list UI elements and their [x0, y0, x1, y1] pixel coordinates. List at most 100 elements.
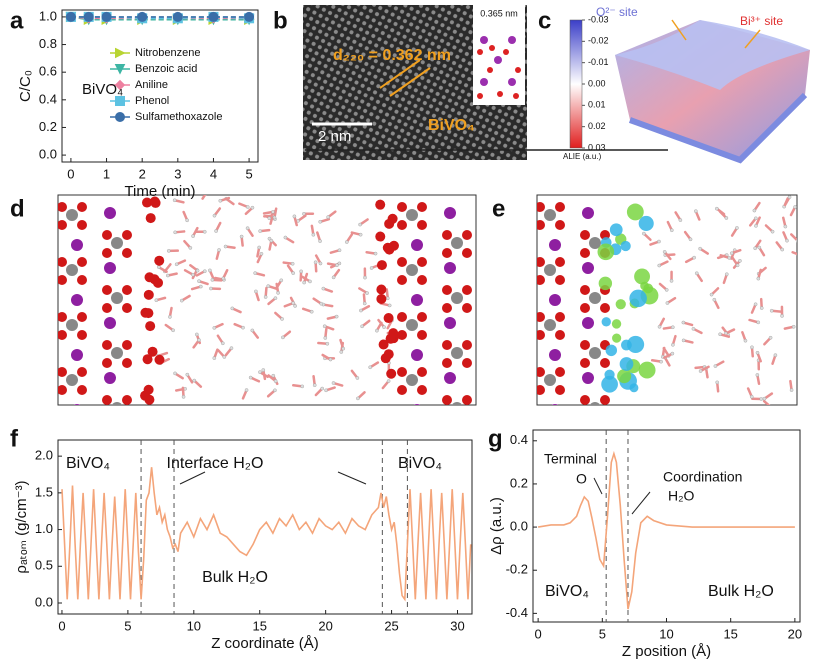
hydrogen	[718, 332, 722, 337]
hydrogen	[273, 296, 278, 300]
hydrogen	[157, 265, 161, 269]
y-tick-label: 0.6	[39, 64, 57, 79]
hydrogen	[245, 226, 250, 230]
bismuth	[413, 404, 421, 405]
hydrogen	[229, 346, 234, 350]
hydrogen	[283, 235, 288, 240]
y-tick-label: -0.4	[506, 605, 528, 620]
y-tick-label: 1.0	[39, 8, 57, 23]
vanadium	[589, 292, 601, 304]
hydrogen	[230, 306, 235, 311]
hydrogen	[209, 286, 213, 291]
annotation: Bulk H₂O	[202, 569, 268, 586]
bismuth	[582, 372, 594, 384]
x-tick-label: 20	[788, 626, 802, 641]
oxygen	[143, 289, 154, 300]
hydrogen	[210, 278, 215, 282]
hydrogen	[318, 261, 323, 266]
oxygen	[102, 340, 112, 350]
hydrogen	[387, 303, 392, 308]
hydrogen	[753, 246, 757, 251]
bismuth	[104, 317, 116, 329]
annotation: Interface H₂O	[167, 455, 264, 472]
oxygen	[378, 339, 389, 350]
hydrogen	[191, 234, 195, 238]
hydrogen	[273, 388, 277, 393]
hydrogen	[166, 249, 171, 253]
oxygen	[580, 303, 590, 313]
density-lobe	[626, 203, 644, 221]
hydrogen	[724, 272, 729, 277]
x-axis-label: Z coordinate (Å)	[211, 635, 319, 652]
hydrogen	[331, 275, 336, 280]
oxygen	[580, 413, 590, 423]
oxygen	[144, 394, 155, 405]
hydrogen	[724, 216, 729, 220]
hydrogen	[780, 314, 784, 318]
hydrogen	[281, 335, 285, 340]
oxygen	[600, 395, 610, 405]
oxygen	[142, 197, 153, 208]
hydrogen	[291, 301, 296, 305]
hydrogen	[791, 324, 796, 329]
bismuth	[551, 404, 559, 405]
vanadium	[66, 319, 78, 331]
hydrogen	[292, 214, 297, 219]
oxygen	[386, 368, 397, 379]
hydrogen	[709, 292, 714, 297]
x-tick-label: 0	[67, 166, 74, 181]
x-tick-label: 30	[450, 618, 464, 633]
panel-label: e	[492, 195, 505, 222]
oxygen	[58, 202, 67, 212]
hydrogen	[375, 328, 379, 333]
colorbar-label: ALIE (a.u.)	[563, 152, 602, 161]
hydrogen	[323, 336, 328, 340]
hydrogen	[313, 260, 318, 265]
hydrogen	[202, 269, 207, 274]
hydrogen	[154, 298, 159, 303]
annotation: BiVO₄	[545, 583, 589, 600]
hydrogen	[793, 205, 797, 209]
hydrogen	[334, 314, 339, 319]
bismuth	[444, 262, 456, 274]
legend-label: Aniline	[135, 79, 168, 91]
y-tick-label: 0.0	[35, 594, 53, 609]
hydrogen	[312, 383, 317, 387]
vanadium	[589, 237, 601, 249]
vanadium	[66, 209, 78, 221]
oxygen	[376, 293, 387, 304]
x-tick-label: 20	[318, 618, 332, 633]
hydrogen	[750, 345, 754, 350]
hydrogen	[789, 388, 794, 392]
oxygen	[388, 328, 399, 339]
oxygen	[102, 358, 112, 368]
hydrogen	[768, 335, 773, 340]
hydrogen	[785, 238, 789, 243]
hydrogen	[335, 263, 339, 268]
hydrogen	[171, 328, 175, 333]
water	[201, 195, 207, 200]
oxygen	[580, 395, 590, 405]
hydrogen	[360, 324, 364, 329]
oxygen	[77, 220, 87, 230]
inset	[473, 5, 525, 105]
marker	[65, 11, 76, 22]
hydrogen	[755, 350, 760, 355]
density-lobe	[619, 357, 634, 371]
hydrogen	[181, 395, 186, 399]
oxygen	[555, 275, 565, 285]
oxygen	[77, 202, 87, 212]
oxygen	[442, 230, 452, 240]
vanadium	[544, 264, 556, 276]
hydrogen	[678, 218, 683, 222]
legend-marker	[114, 64, 126, 75]
hydrogen	[715, 206, 719, 211]
hydrogen	[206, 189, 209, 192]
hydrogen	[769, 308, 774, 313]
x-tick-label: 15	[252, 618, 266, 633]
marker	[83, 11, 94, 22]
oxygen	[462, 413, 472, 423]
water	[762, 399, 771, 405]
hydrogen	[309, 309, 314, 314]
oxygen	[600, 303, 610, 313]
